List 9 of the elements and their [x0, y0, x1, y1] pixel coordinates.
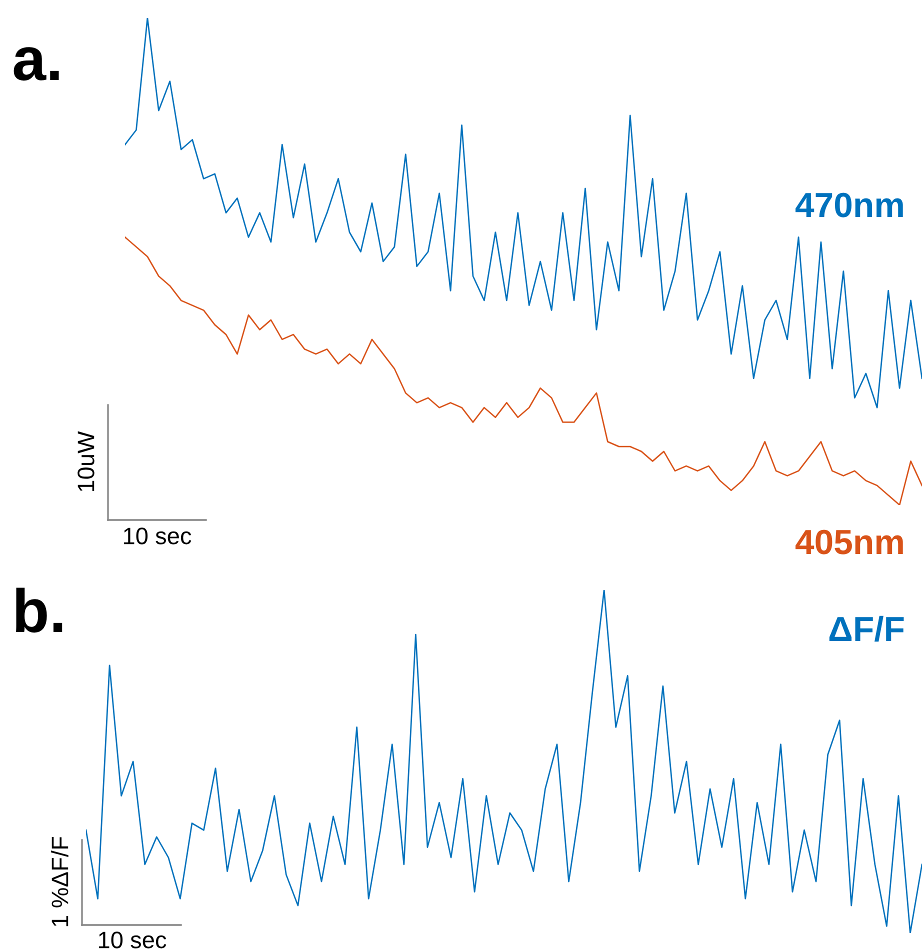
- chart-title: a.: [14, 47, 59, 81]
- annotation: 10 sec: [99, 932, 166, 948]
- series-label: 470nm: [796, 192, 903, 218]
- series-label: 405nm: [796, 530, 903, 554]
- text: 10 sec: [124, 528, 192, 544]
- text: 10uW: [78, 431, 94, 492]
- chart-title: b.: [16, 588, 62, 633]
- text: 1 %ΔF/F: [50, 837, 68, 926]
- text: ΔF/F: [829, 616, 904, 642]
